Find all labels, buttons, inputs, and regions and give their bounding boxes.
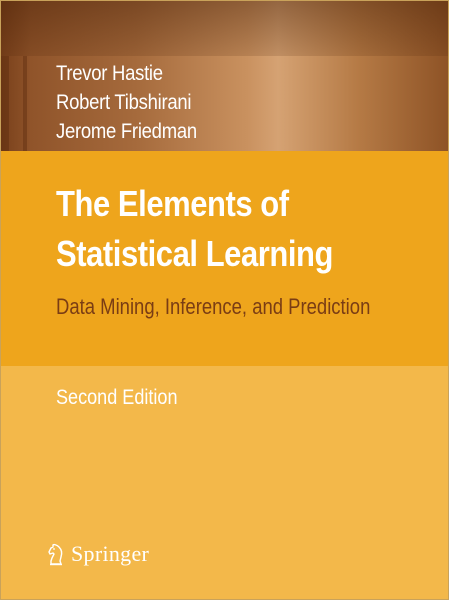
author-name: Robert Tibshirani [56, 88, 197, 117]
title-block: The Elements of Statistical Learning Dat… [1, 151, 448, 366]
title-line: The Elements of [56, 183, 289, 224]
author-list: Trevor Hastie Robert Tibshirani Jerome F… [56, 59, 216, 146]
publisher-imprint: Springer [45, 541, 149, 567]
title-line: Statistical Learning [56, 233, 333, 274]
decorative-stripe [1, 56, 9, 151]
author-name: Jerome Friedman [56, 117, 197, 146]
decorative-stripe [23, 56, 27, 151]
top-stripe [1, 1, 448, 56]
edition-label: Second Edition [56, 384, 178, 412]
book-subtitle: Data Mining, Inference, and Prediction [56, 293, 370, 321]
author-band: Trevor Hastie Robert Tibshirani Jerome F… [1, 1, 448, 151]
author-name: Trevor Hastie [56, 59, 197, 88]
publisher-name: Springer [71, 541, 149, 567]
springer-chess-knight-icon [45, 542, 67, 566]
book-title: The Elements of Statistical Learning [56, 179, 333, 279]
lower-block: Second Edition Springer [1, 366, 448, 599]
